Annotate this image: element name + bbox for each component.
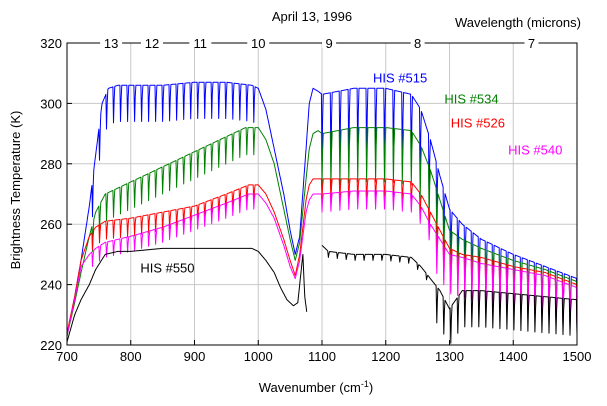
x-tick-label: 1400 <box>499 349 528 364</box>
series-label-526: HIS #526 <box>451 116 505 131</box>
top-tick-label: 7 <box>528 36 535 51</box>
y-tick-label: 300 <box>40 96 62 111</box>
ticks-layer: 700 800 900 1000 1100 1200 1300 1400 1500 220 240 2… <box>40 36 591 364</box>
y-tick-label: 320 <box>40 36 62 51</box>
x-tick-label: 1500 <box>563 349 592 364</box>
y-tick-label: 260 <box>40 217 62 232</box>
series-line-550 <box>66 244 578 344</box>
y-axis-label: Brightness Temperature (K) <box>8 111 23 270</box>
x-tick-label: 1200 <box>371 349 400 364</box>
top-tick-label: 11 <box>194 36 208 51</box>
series-label-540: HIS #540 <box>508 143 562 158</box>
top-tick-label: 8 <box>414 36 421 51</box>
x-axis-label: Wavenumber (cm-1) <box>259 379 373 395</box>
series-label-515: HIS #515 <box>373 70 427 85</box>
top-tick-label-bg <box>100 36 123 48</box>
top-tick-label: 9 <box>325 36 332 51</box>
series-line-540 <box>66 190 578 336</box>
x-tick-label: 1000 <box>244 349 273 364</box>
top-tick-label-bg <box>140 36 163 48</box>
series-label-550: HIS #550 <box>140 261 194 276</box>
x-tick-label: 700 <box>56 349 78 364</box>
x-axis-label-close: ) <box>369 380 373 395</box>
x-axis-label-main: Wavenumber (cm <box>259 380 361 395</box>
series-label-534: HIS #534 <box>444 91 498 106</box>
top-tick-label-bg <box>247 36 270 48</box>
series-layer <box>66 81 578 344</box>
y-tick-label: 240 <box>40 278 62 293</box>
chart-title: April 13, 1996 <box>272 9 352 24</box>
x-tick-label: 900 <box>184 349 206 364</box>
top-axis-label: Wavelength (microns) <box>455 15 581 30</box>
top-tick-label-bg <box>410 36 425 48</box>
top-tick-label: 10 <box>251 36 265 51</box>
x-tick-label: 1300 <box>435 349 464 364</box>
top-tick-label: 13 <box>104 36 118 51</box>
x-tick-label: 800 <box>120 349 142 364</box>
top-tick-label-bg <box>524 36 539 48</box>
top-tick-label: 12 <box>145 36 159 51</box>
y-tick-label: 280 <box>40 157 62 172</box>
top-tick-label-bg <box>322 36 337 48</box>
top-tick-label-bg <box>189 36 212 48</box>
y-tick-label: 220 <box>40 338 62 353</box>
x-tick-label: 1100 <box>308 349 336 364</box>
x-axis-label-sup: -1 <box>361 379 369 389</box>
